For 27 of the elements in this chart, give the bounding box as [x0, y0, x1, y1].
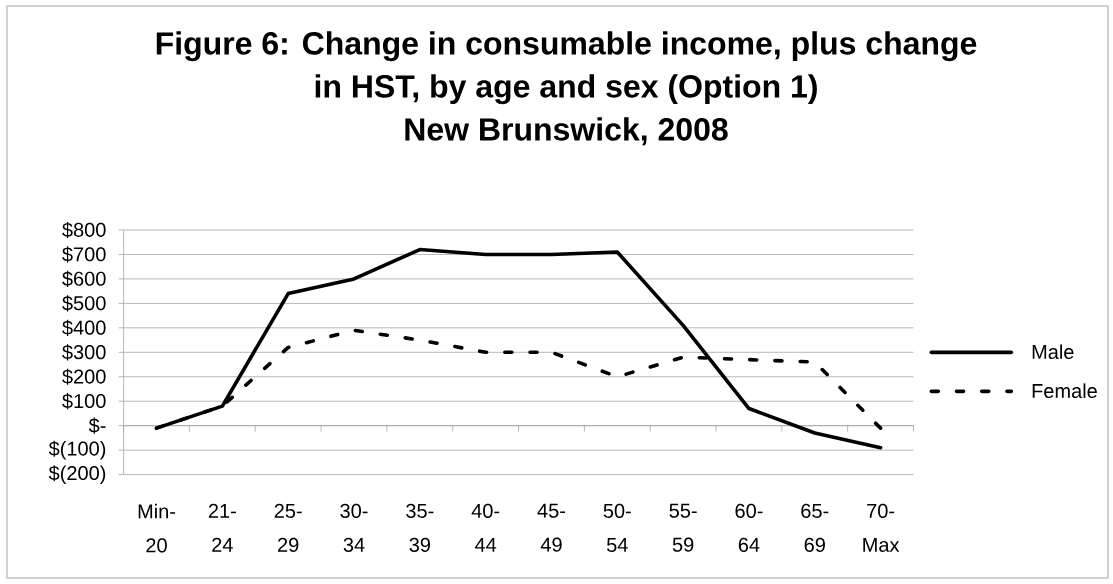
y-tick-label: $200	[62, 368, 106, 385]
y-tick-label: $(100)	[48, 440, 106, 460]
y-tick-label: $400	[62, 319, 106, 336]
y-tick-label: $700	[62, 246, 106, 263]
x-tick-label: 25-29	[274, 503, 302, 552]
legend-label: Male	[1032, 344, 1074, 360]
y-tick-label: $500	[62, 295, 106, 312]
x-tick-label: 65-69	[801, 503, 829, 552]
x-tick-label: 50-54	[603, 503, 631, 552]
y-tick-label: $(200)	[48, 465, 106, 485]
x-tick-label: 45-49	[537, 503, 566, 552]
x-tick-label: 35-39	[406, 503, 434, 552]
y-tick-label: $600	[62, 270, 106, 288]
x-tick-label: 30-34	[340, 503, 368, 552]
x-tick-label: Min-20	[138, 503, 176, 553]
x-tick-label: 40-44	[471, 503, 500, 552]
chart-subtitle: New Brunswick, 2008	[405, 117, 728, 146]
y-tick-label: $100	[62, 393, 106, 410]
y-tick-label: $300	[62, 344, 106, 361]
x-tick-label: 70-Max	[863, 503, 900, 552]
chart-title: Figure 6: Change in consumable income, plus change in HST, by age and sex (Option 1)	[156, 31, 977, 105]
x-tick-label: 55-59	[669, 503, 697, 552]
x-tick-label: 60-64	[735, 503, 763, 552]
y-tick-label: $800	[62, 221, 106, 239]
x-tick-label: 21-24	[208, 503, 236, 552]
y-tick-label: $-	[88, 417, 106, 434]
legend-label: Female	[1032, 383, 1097, 399]
